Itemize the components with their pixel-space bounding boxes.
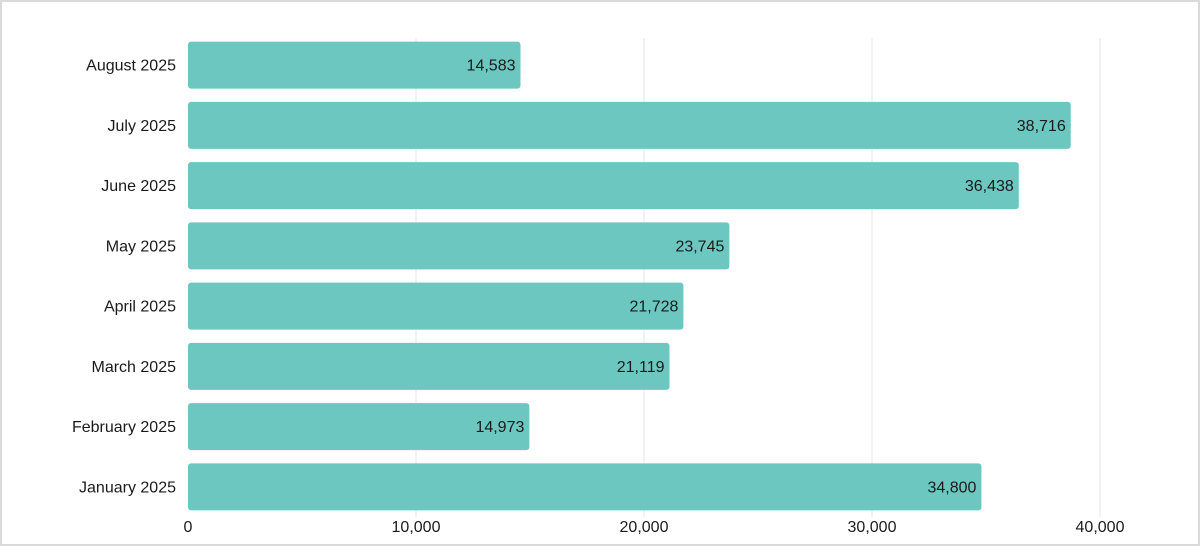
category-labels: August 2025 July 2025 June 2025 May 2025 Apr…	[72, 58, 176, 497]
bar	[188, 101, 1071, 149]
x-tick-label: 20,000	[620, 519, 669, 536]
data-label: 21,728	[629, 299, 678, 316]
value-labels: 14,583 38,716 36,438 23,745 21,728 21,119 14,9…	[467, 58, 1066, 497]
category-label: June 2025	[101, 178, 176, 195]
bar	[188, 463, 982, 511]
bar	[188, 282, 684, 330]
data-label: 34,800	[928, 479, 977, 496]
bar	[188, 342, 670, 390]
data-label: 36,438	[965, 178, 1014, 195]
bars	[188, 41, 1071, 511]
data-label: 23,745	[675, 238, 724, 255]
x-tick-label: 0	[184, 519, 193, 536]
bar	[188, 41, 521, 89]
x-axis-tick-labels: 0 10,000 20,000 30,000 40,000	[184, 519, 1125, 536]
bar	[188, 222, 730, 270]
category-label: August 2025	[86, 58, 176, 75]
x-tick-label: 40,000	[1076, 519, 1125, 536]
data-label: 21,119	[617, 359, 665, 376]
bar	[188, 403, 530, 451]
bar	[188, 162, 1019, 210]
category-label: July 2025	[108, 118, 177, 135]
x-tick-label: 10,000	[392, 519, 441, 536]
data-label: 14,973	[475, 419, 524, 436]
data-label: 14,583	[467, 58, 516, 75]
category-label: January 2025	[79, 479, 176, 496]
category-label: February 2025	[72, 419, 176, 436]
category-label: May 2025	[106, 238, 176, 255]
data-label: 38,716	[1017, 118, 1066, 135]
category-label: March 2025	[92, 359, 177, 376]
category-label: April 2025	[104, 299, 176, 316]
x-tick-label: 30,000	[848, 519, 897, 536]
